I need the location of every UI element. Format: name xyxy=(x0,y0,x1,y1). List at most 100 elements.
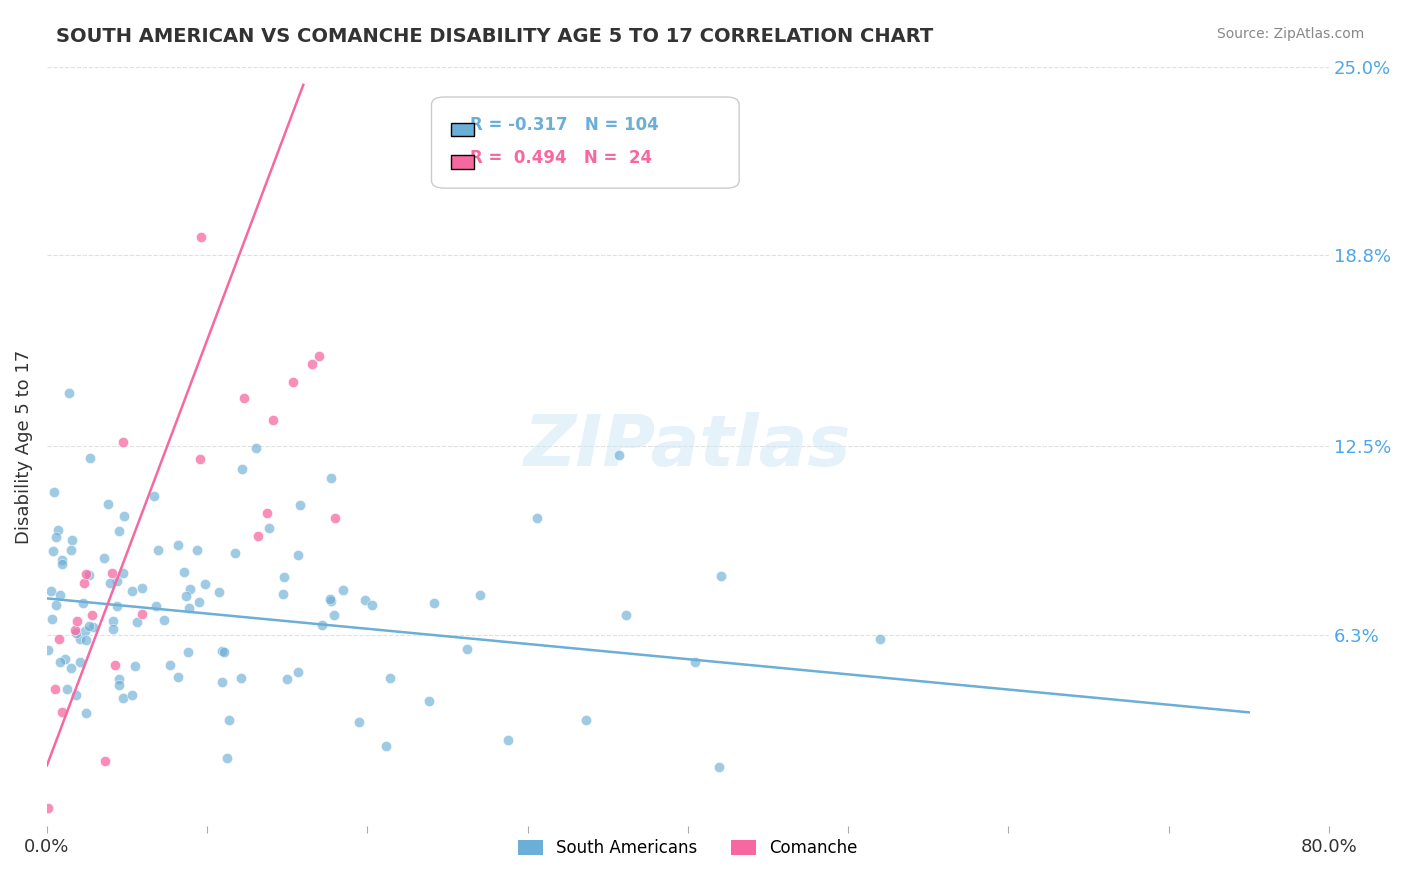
Point xyxy=(456,641,478,656)
Point xyxy=(710,569,733,583)
Y-axis label: Disability Age 5 to 17: Disability Age 5 to 17 xyxy=(15,350,32,543)
Point xyxy=(322,607,344,622)
Point xyxy=(121,689,143,703)
Point xyxy=(98,576,121,591)
Point xyxy=(245,441,267,455)
Point xyxy=(211,644,233,658)
Point xyxy=(166,539,188,553)
Point xyxy=(188,451,211,466)
Point xyxy=(375,739,398,754)
Point xyxy=(332,583,354,598)
Point xyxy=(273,570,295,584)
Point xyxy=(262,413,284,427)
Point xyxy=(51,705,73,719)
Point xyxy=(80,607,103,622)
Point xyxy=(283,375,305,389)
Point xyxy=(247,529,270,543)
Point xyxy=(79,568,101,582)
FancyBboxPatch shape xyxy=(451,123,474,136)
Point xyxy=(319,471,342,485)
Point xyxy=(112,509,135,524)
Point xyxy=(174,589,197,603)
Point xyxy=(107,524,129,538)
Point xyxy=(77,619,100,633)
Point xyxy=(380,671,402,685)
Point xyxy=(111,566,134,580)
Point xyxy=(188,595,211,609)
Point xyxy=(215,751,238,765)
Point xyxy=(124,659,146,673)
Point xyxy=(101,566,124,580)
Point xyxy=(51,553,73,567)
Point xyxy=(75,624,97,639)
Point xyxy=(101,614,124,628)
Point xyxy=(276,672,298,686)
Point xyxy=(111,690,134,705)
Point xyxy=(167,670,190,684)
Point xyxy=(311,618,333,632)
Point xyxy=(65,688,87,702)
Point xyxy=(347,715,370,730)
Point xyxy=(45,530,67,544)
Point xyxy=(159,657,181,672)
Text: R =  0.494   N =  24: R = 0.494 N = 24 xyxy=(470,149,652,167)
Point xyxy=(287,665,309,679)
Point xyxy=(93,551,115,566)
Point xyxy=(683,655,706,669)
Point xyxy=(69,632,91,646)
Point xyxy=(707,760,730,774)
Point xyxy=(65,625,87,640)
Point xyxy=(51,557,73,571)
Point xyxy=(212,645,235,659)
Point xyxy=(145,599,167,614)
Point xyxy=(121,583,143,598)
Legend: South Americans, Comanche: South Americans, Comanche xyxy=(512,832,865,863)
Point xyxy=(112,434,135,449)
Point xyxy=(60,533,83,548)
Point xyxy=(607,448,630,462)
Point xyxy=(321,594,343,608)
Point xyxy=(526,511,548,525)
Text: ZIPatlas: ZIPatlas xyxy=(524,412,852,481)
Point xyxy=(73,575,96,590)
Point xyxy=(44,682,66,697)
Point xyxy=(360,599,382,613)
FancyBboxPatch shape xyxy=(451,155,474,169)
Point xyxy=(42,485,65,500)
Point xyxy=(231,462,253,476)
Point xyxy=(58,386,80,401)
FancyBboxPatch shape xyxy=(432,97,740,188)
Point xyxy=(218,713,240,727)
Point xyxy=(39,584,62,599)
Point xyxy=(143,489,166,503)
Point xyxy=(48,523,70,537)
Text: Source: ZipAtlas.com: Source: ZipAtlas.com xyxy=(1216,27,1364,41)
Point xyxy=(75,567,97,582)
Point xyxy=(82,620,104,634)
Point xyxy=(194,577,217,591)
Point xyxy=(108,678,131,692)
Point xyxy=(288,498,311,512)
Point xyxy=(75,632,97,647)
Point xyxy=(97,497,120,511)
Point xyxy=(208,585,231,599)
Point xyxy=(224,546,246,560)
Point xyxy=(42,544,65,558)
Point xyxy=(319,591,342,606)
Point xyxy=(575,713,598,727)
Point xyxy=(72,596,94,610)
Point xyxy=(308,349,330,363)
Point xyxy=(148,542,170,557)
Point xyxy=(353,592,375,607)
Point xyxy=(271,587,294,601)
Point xyxy=(256,506,278,520)
Point xyxy=(468,588,491,602)
Point xyxy=(37,643,59,657)
Point xyxy=(103,623,125,637)
Point xyxy=(55,681,77,696)
Point xyxy=(48,655,70,669)
Point xyxy=(41,612,63,626)
Point xyxy=(211,674,233,689)
Point xyxy=(37,800,59,814)
Point xyxy=(287,548,309,562)
